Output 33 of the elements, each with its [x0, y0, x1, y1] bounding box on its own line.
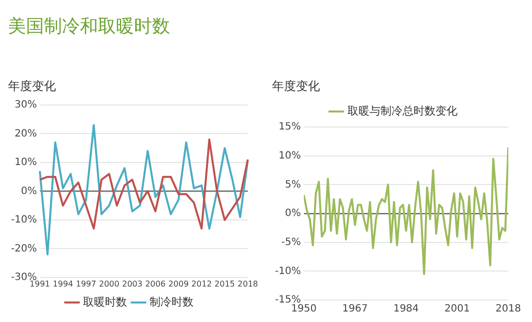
- x-tick-label: 1997: [76, 279, 96, 288]
- legend-label: 制冷时数: [150, 295, 194, 308]
- x-tick-label: 2001: [444, 304, 470, 315]
- x-tick-label: 1994: [52, 279, 74, 288]
- legend-label: 取暖与制冷总时数变化: [347, 104, 458, 118]
- y-tick-label: -10%: [10, 214, 37, 226]
- y-tick-label: -5%: [281, 236, 301, 248]
- x-tick-label: 2006: [145, 279, 166, 288]
- x-tick-label: 1991: [30, 279, 50, 288]
- y-tick-label: 10%: [278, 150, 301, 162]
- x-tick-label: 2003: [122, 279, 142, 288]
- x-tick-label: 2015: [214, 279, 235, 288]
- x-tick-label: 2018: [238, 279, 258, 288]
- y-tick-label: -10%: [274, 266, 301, 277]
- y-tick-label: 10%: [14, 157, 37, 168]
- y-tick-label: -20%: [10, 243, 37, 254]
- y-tick-label: 30%: [14, 100, 37, 111]
- x-tick-label: 1950: [291, 304, 317, 315]
- y-tick-label: 5%: [284, 179, 301, 190]
- y-tick-label: 20%: [14, 128, 37, 140]
- x-tick-label: 2000: [98, 279, 120, 288]
- x-tick-label: 1967: [342, 304, 368, 315]
- legend-label: 取暖时数: [83, 295, 127, 308]
- x-tick-label: 2012: [191, 279, 212, 288]
- chart-title: 美国制冷和取暖时数: [8, 15, 171, 38]
- x-tick-label: 2009: [168, 279, 189, 288]
- y-axis-title: 年度变化: [272, 78, 321, 95]
- y-axis-title: 年度变化: [8, 78, 57, 95]
- y-tick-label: 15%: [278, 122, 301, 133]
- x-tick-label: 2018: [496, 304, 521, 315]
- y-tick-label: 0%: [20, 186, 37, 197]
- y-tick-label: 0%: [284, 208, 301, 220]
- x-tick-label: 1984: [393, 304, 419, 315]
